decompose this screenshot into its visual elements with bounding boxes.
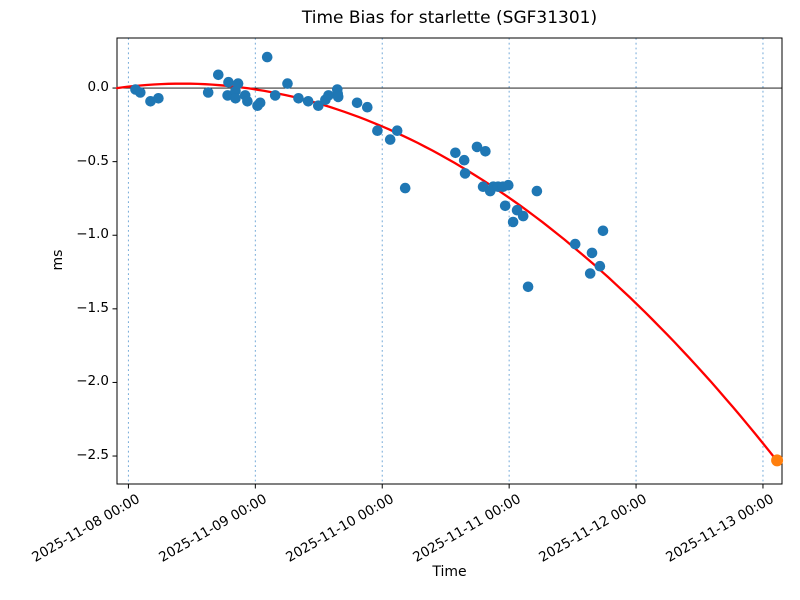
scatter-point bbox=[351, 97, 363, 109]
y-tick-label: 0.0 bbox=[87, 79, 109, 96]
scatter-point bbox=[362, 101, 373, 113]
scatter-point bbox=[269, 90, 281, 101]
scatter-point bbox=[323, 90, 334, 101]
scatter-point bbox=[302, 96, 314, 107]
scatter-point bbox=[242, 96, 253, 107]
scatter-point bbox=[459, 168, 471, 179]
predicted-point bbox=[771, 454, 784, 467]
scatter-point bbox=[586, 247, 598, 259]
scatter-point bbox=[458, 154, 470, 166]
chart-title: Time Bias for starlette (SGF31301) bbox=[301, 8, 598, 28]
scatter-point bbox=[569, 238, 581, 250]
scatter-point bbox=[261, 51, 273, 63]
scatter-point bbox=[531, 185, 543, 197]
scatter-point bbox=[135, 87, 146, 98]
scatter-point bbox=[223, 76, 234, 88]
scatter-point bbox=[230, 93, 241, 104]
scatter-point bbox=[480, 146, 491, 157]
scatter-point bbox=[391, 125, 403, 136]
scatter-point bbox=[594, 260, 606, 272]
scatter-point bbox=[254, 97, 266, 109]
scatter-point bbox=[584, 268, 596, 279]
scatter-point bbox=[503, 179, 514, 191]
scatter-point bbox=[450, 147, 461, 159]
scatter-point bbox=[332, 91, 344, 103]
scatter-point bbox=[372, 125, 383, 136]
scatter-point bbox=[597, 225, 609, 237]
y-tick-label: −0.5 bbox=[76, 152, 109, 169]
scatter-point bbox=[522, 281, 534, 293]
trend-curve bbox=[115, 82, 779, 463]
scatter-point bbox=[282, 78, 293, 89]
scatter-point bbox=[232, 78, 244, 89]
scatter-point bbox=[507, 216, 519, 228]
scatter-point bbox=[384, 134, 396, 145]
scatter-point bbox=[471, 141, 483, 153]
scatter-point bbox=[313, 100, 324, 111]
y-tick-label: −2.0 bbox=[76, 373, 109, 390]
y-tick-label: −2.5 bbox=[76, 447, 109, 464]
plot-border bbox=[116, 37, 783, 485]
scatter-point bbox=[202, 87, 214, 98]
scatter-point bbox=[153, 93, 164, 104]
scatter-point bbox=[213, 69, 224, 81]
y-tick-label: −1.5 bbox=[76, 299, 109, 316]
scatter-point bbox=[499, 200, 511, 212]
scatter-point bbox=[399, 182, 411, 194]
scatter-point bbox=[517, 210, 529, 222]
scatter-point bbox=[293, 93, 304, 104]
x-axis-label: Time bbox=[432, 564, 467, 580]
y-tick-label: −1.0 bbox=[76, 226, 109, 243]
